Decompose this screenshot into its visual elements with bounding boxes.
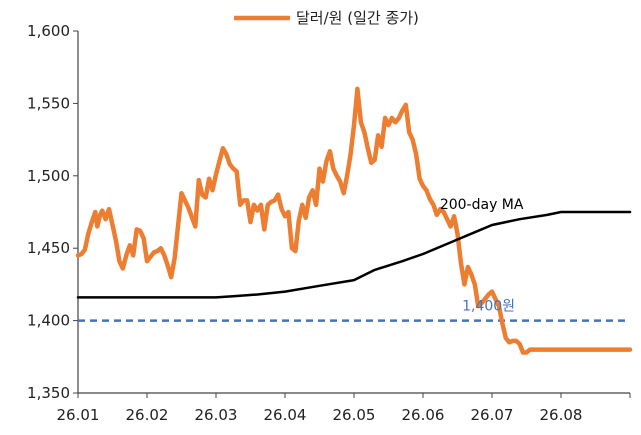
series-usdkrw-line xyxy=(75,86,633,355)
y-tick-label: 1,500 xyxy=(27,167,70,185)
y-tick-label: 1,600 xyxy=(27,22,70,40)
annotations: 200-day MA 1,400원 xyxy=(440,197,524,314)
x-tick-label: 26.07 xyxy=(471,406,514,424)
x-tick-label: 26.08 xyxy=(540,406,583,424)
x-tick-label: 26.04 xyxy=(264,406,307,424)
series-200day-ma-line xyxy=(76,210,632,299)
legend-label: 달러/원 (일간 종가) xyxy=(296,9,419,27)
x-tick-label: 26.01 xyxy=(57,406,100,424)
y-tick-label: 1,550 xyxy=(27,94,70,112)
x-tick-label: 26.06 xyxy=(402,406,445,424)
axes: 1,600 1,550 1,500 1,450 1,400 1,350 26.01 26.02… xyxy=(27,22,631,424)
y-tick-label: 1,400 xyxy=(27,312,70,330)
y-tick-label: 1,450 xyxy=(27,239,70,257)
annotation-1400-won: 1,400원 xyxy=(462,298,515,314)
x-tick-label: 26.02 xyxy=(126,406,169,424)
legend: 달러/원 (일간 종가) xyxy=(234,9,419,27)
annotation-200day-ma: 200-day MA xyxy=(440,197,524,213)
series-group xyxy=(75,86,633,355)
x-tick-label: 26.05 xyxy=(333,406,376,424)
x-tick-label: 26.03 xyxy=(195,406,238,424)
y-tick-label: 1,350 xyxy=(27,384,70,402)
